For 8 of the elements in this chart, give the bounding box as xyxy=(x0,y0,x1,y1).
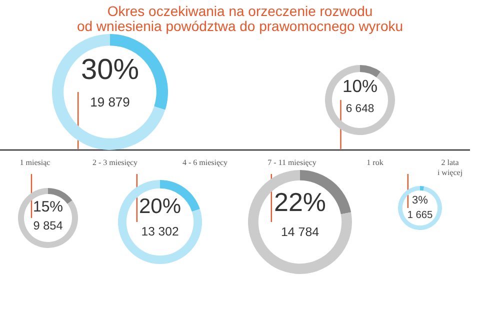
category-label: 7 - 11 miesięcy xyxy=(268,158,316,167)
text: Okres oczekiwania na orzeczenie rozwodu xyxy=(107,3,373,19)
category-label: 1 miesiąc xyxy=(20,158,51,167)
text: od wniesienia powództwa do prawomocnego wyroku xyxy=(76,18,404,34)
category-label: 1 rok xyxy=(366,158,384,167)
category-label: 2 lata i więcej xyxy=(437,158,463,177)
category-label: 4 - 6 miesięcy xyxy=(182,158,228,167)
category-label: 2 - 3 miesięcy xyxy=(92,158,138,167)
